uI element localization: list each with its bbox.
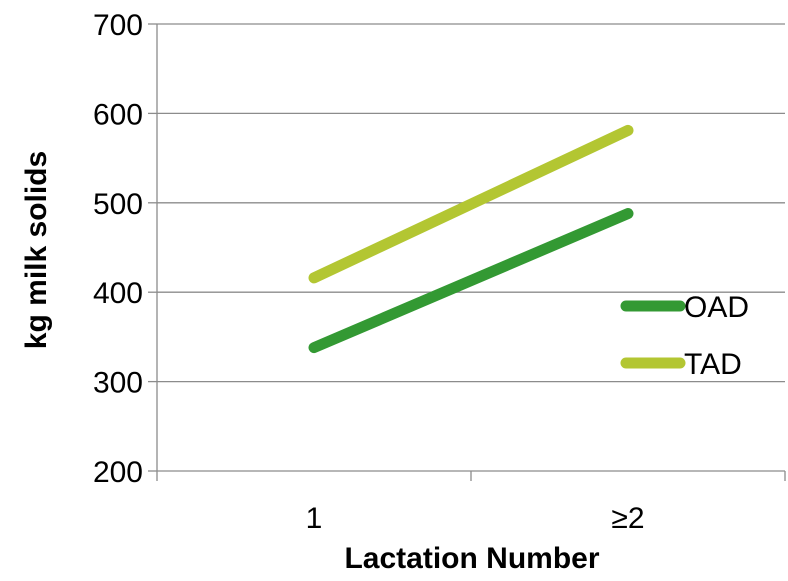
data-series — [308, 124, 634, 354]
legend-label-tad: TAD — [684, 348, 742, 381]
axes — [148, 23, 786, 481]
legend-label-oad: OAD — [684, 291, 749, 324]
x-axis-title: Lactation Number — [344, 542, 599, 575]
x-tick-label: 1 — [306, 502, 323, 535]
series-line-tad — [308, 124, 634, 284]
y-tick-label: 600 — [93, 98, 143, 131]
y-tick-label: 200 — [93, 456, 143, 489]
y-tick-labels: 200 300 400 500 600 700 — [93, 9, 143, 489]
y-tick-label: 400 — [93, 277, 143, 310]
y-axis-title: kg milk solids — [20, 151, 53, 349]
y-tick-label: 500 — [93, 188, 143, 221]
legend: OAD TAD — [620, 291, 749, 381]
x-tick-labels: 1 ≥2 — [306, 502, 645, 535]
y-tick-label: 300 — [93, 367, 143, 400]
series-line-oad — [308, 208, 634, 354]
x-tick-label: ≥2 — [611, 502, 644, 535]
y-tick-label: 700 — [93, 9, 143, 42]
